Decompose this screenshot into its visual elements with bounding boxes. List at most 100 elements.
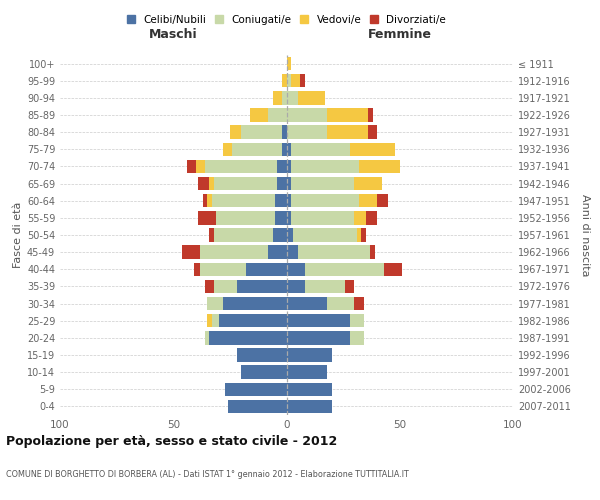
Bar: [214, 177, 277, 190]
Bar: [287, 314, 350, 328]
Y-axis label: Fasce di età: Fasce di età: [13, 202, 23, 268]
Bar: [368, 126, 377, 139]
Bar: [355, 297, 364, 310]
Bar: [194, 262, 200, 276]
Bar: [305, 262, 384, 276]
Bar: [273, 228, 287, 241]
Bar: [327, 297, 355, 310]
Bar: [282, 126, 287, 139]
Bar: [291, 160, 359, 173]
Bar: [377, 194, 388, 207]
Bar: [223, 297, 287, 310]
Bar: [218, 314, 287, 328]
Bar: [241, 366, 287, 379]
Bar: [298, 91, 325, 104]
Bar: [370, 246, 375, 259]
Bar: [287, 108, 327, 122]
Bar: [298, 246, 370, 259]
Text: Maschi: Maschi: [149, 28, 197, 42]
Text: COMUNE DI BORGHETTO DI BORBERA (AL) - Dati ISTAT 1° gennaio 2012 - Elaborazione : COMUNE DI BORGHETTO DI BORBERA (AL) - Da…: [6, 470, 409, 479]
Bar: [236, 348, 287, 362]
Bar: [287, 228, 293, 241]
Bar: [226, 382, 287, 396]
Bar: [293, 228, 357, 241]
Bar: [282, 74, 287, 88]
Bar: [287, 142, 291, 156]
Bar: [361, 228, 366, 241]
Bar: [357, 228, 361, 241]
Bar: [291, 194, 359, 207]
Bar: [287, 246, 298, 259]
Bar: [355, 177, 382, 190]
Bar: [187, 160, 196, 173]
Bar: [287, 331, 350, 344]
Bar: [282, 91, 287, 104]
Bar: [327, 108, 368, 122]
Bar: [366, 211, 377, 224]
Bar: [205, 280, 214, 293]
Bar: [287, 280, 305, 293]
Bar: [277, 177, 287, 190]
Bar: [207, 314, 212, 328]
Bar: [291, 74, 300, 88]
Bar: [287, 348, 332, 362]
Bar: [287, 400, 332, 413]
Bar: [196, 160, 205, 173]
Text: Femmine: Femmine: [368, 28, 432, 42]
Bar: [200, 246, 268, 259]
Bar: [275, 194, 287, 207]
Bar: [359, 194, 377, 207]
Bar: [214, 228, 273, 241]
Bar: [350, 331, 364, 344]
Bar: [236, 280, 287, 293]
Bar: [282, 142, 287, 156]
Bar: [291, 142, 350, 156]
Bar: [212, 194, 275, 207]
Bar: [209, 228, 214, 241]
Bar: [275, 211, 287, 224]
Bar: [268, 108, 287, 122]
Bar: [368, 108, 373, 122]
Bar: [287, 194, 291, 207]
Bar: [277, 160, 287, 173]
Bar: [346, 280, 355, 293]
Bar: [273, 91, 282, 104]
Bar: [291, 177, 355, 190]
Bar: [200, 262, 246, 276]
Bar: [359, 160, 400, 173]
Bar: [246, 262, 287, 276]
Bar: [268, 246, 287, 259]
Bar: [384, 262, 402, 276]
Bar: [203, 194, 207, 207]
Bar: [287, 366, 327, 379]
Bar: [287, 160, 291, 173]
Bar: [198, 211, 216, 224]
Bar: [216, 211, 275, 224]
Bar: [212, 314, 218, 328]
Bar: [230, 126, 241, 139]
Bar: [182, 246, 200, 259]
Bar: [287, 211, 291, 224]
Bar: [287, 177, 291, 190]
Bar: [205, 160, 277, 173]
Bar: [250, 108, 268, 122]
Bar: [241, 126, 282, 139]
Bar: [305, 280, 346, 293]
Bar: [327, 126, 368, 139]
Bar: [287, 57, 291, 70]
Bar: [205, 331, 209, 344]
Bar: [227, 400, 287, 413]
Bar: [287, 126, 327, 139]
Bar: [207, 297, 223, 310]
Bar: [209, 177, 214, 190]
Bar: [291, 211, 355, 224]
Bar: [223, 142, 232, 156]
Bar: [198, 177, 209, 190]
Bar: [209, 331, 287, 344]
Bar: [287, 382, 332, 396]
Legend: Celibi/Nubili, Coniugati/e, Vedovi/e, Divorziati/e: Celibi/Nubili, Coniugati/e, Vedovi/e, Di…: [124, 12, 449, 28]
Bar: [287, 74, 291, 88]
Bar: [300, 74, 305, 88]
Bar: [355, 211, 366, 224]
Text: Popolazione per età, sesso e stato civile - 2012: Popolazione per età, sesso e stato civil…: [6, 435, 337, 448]
